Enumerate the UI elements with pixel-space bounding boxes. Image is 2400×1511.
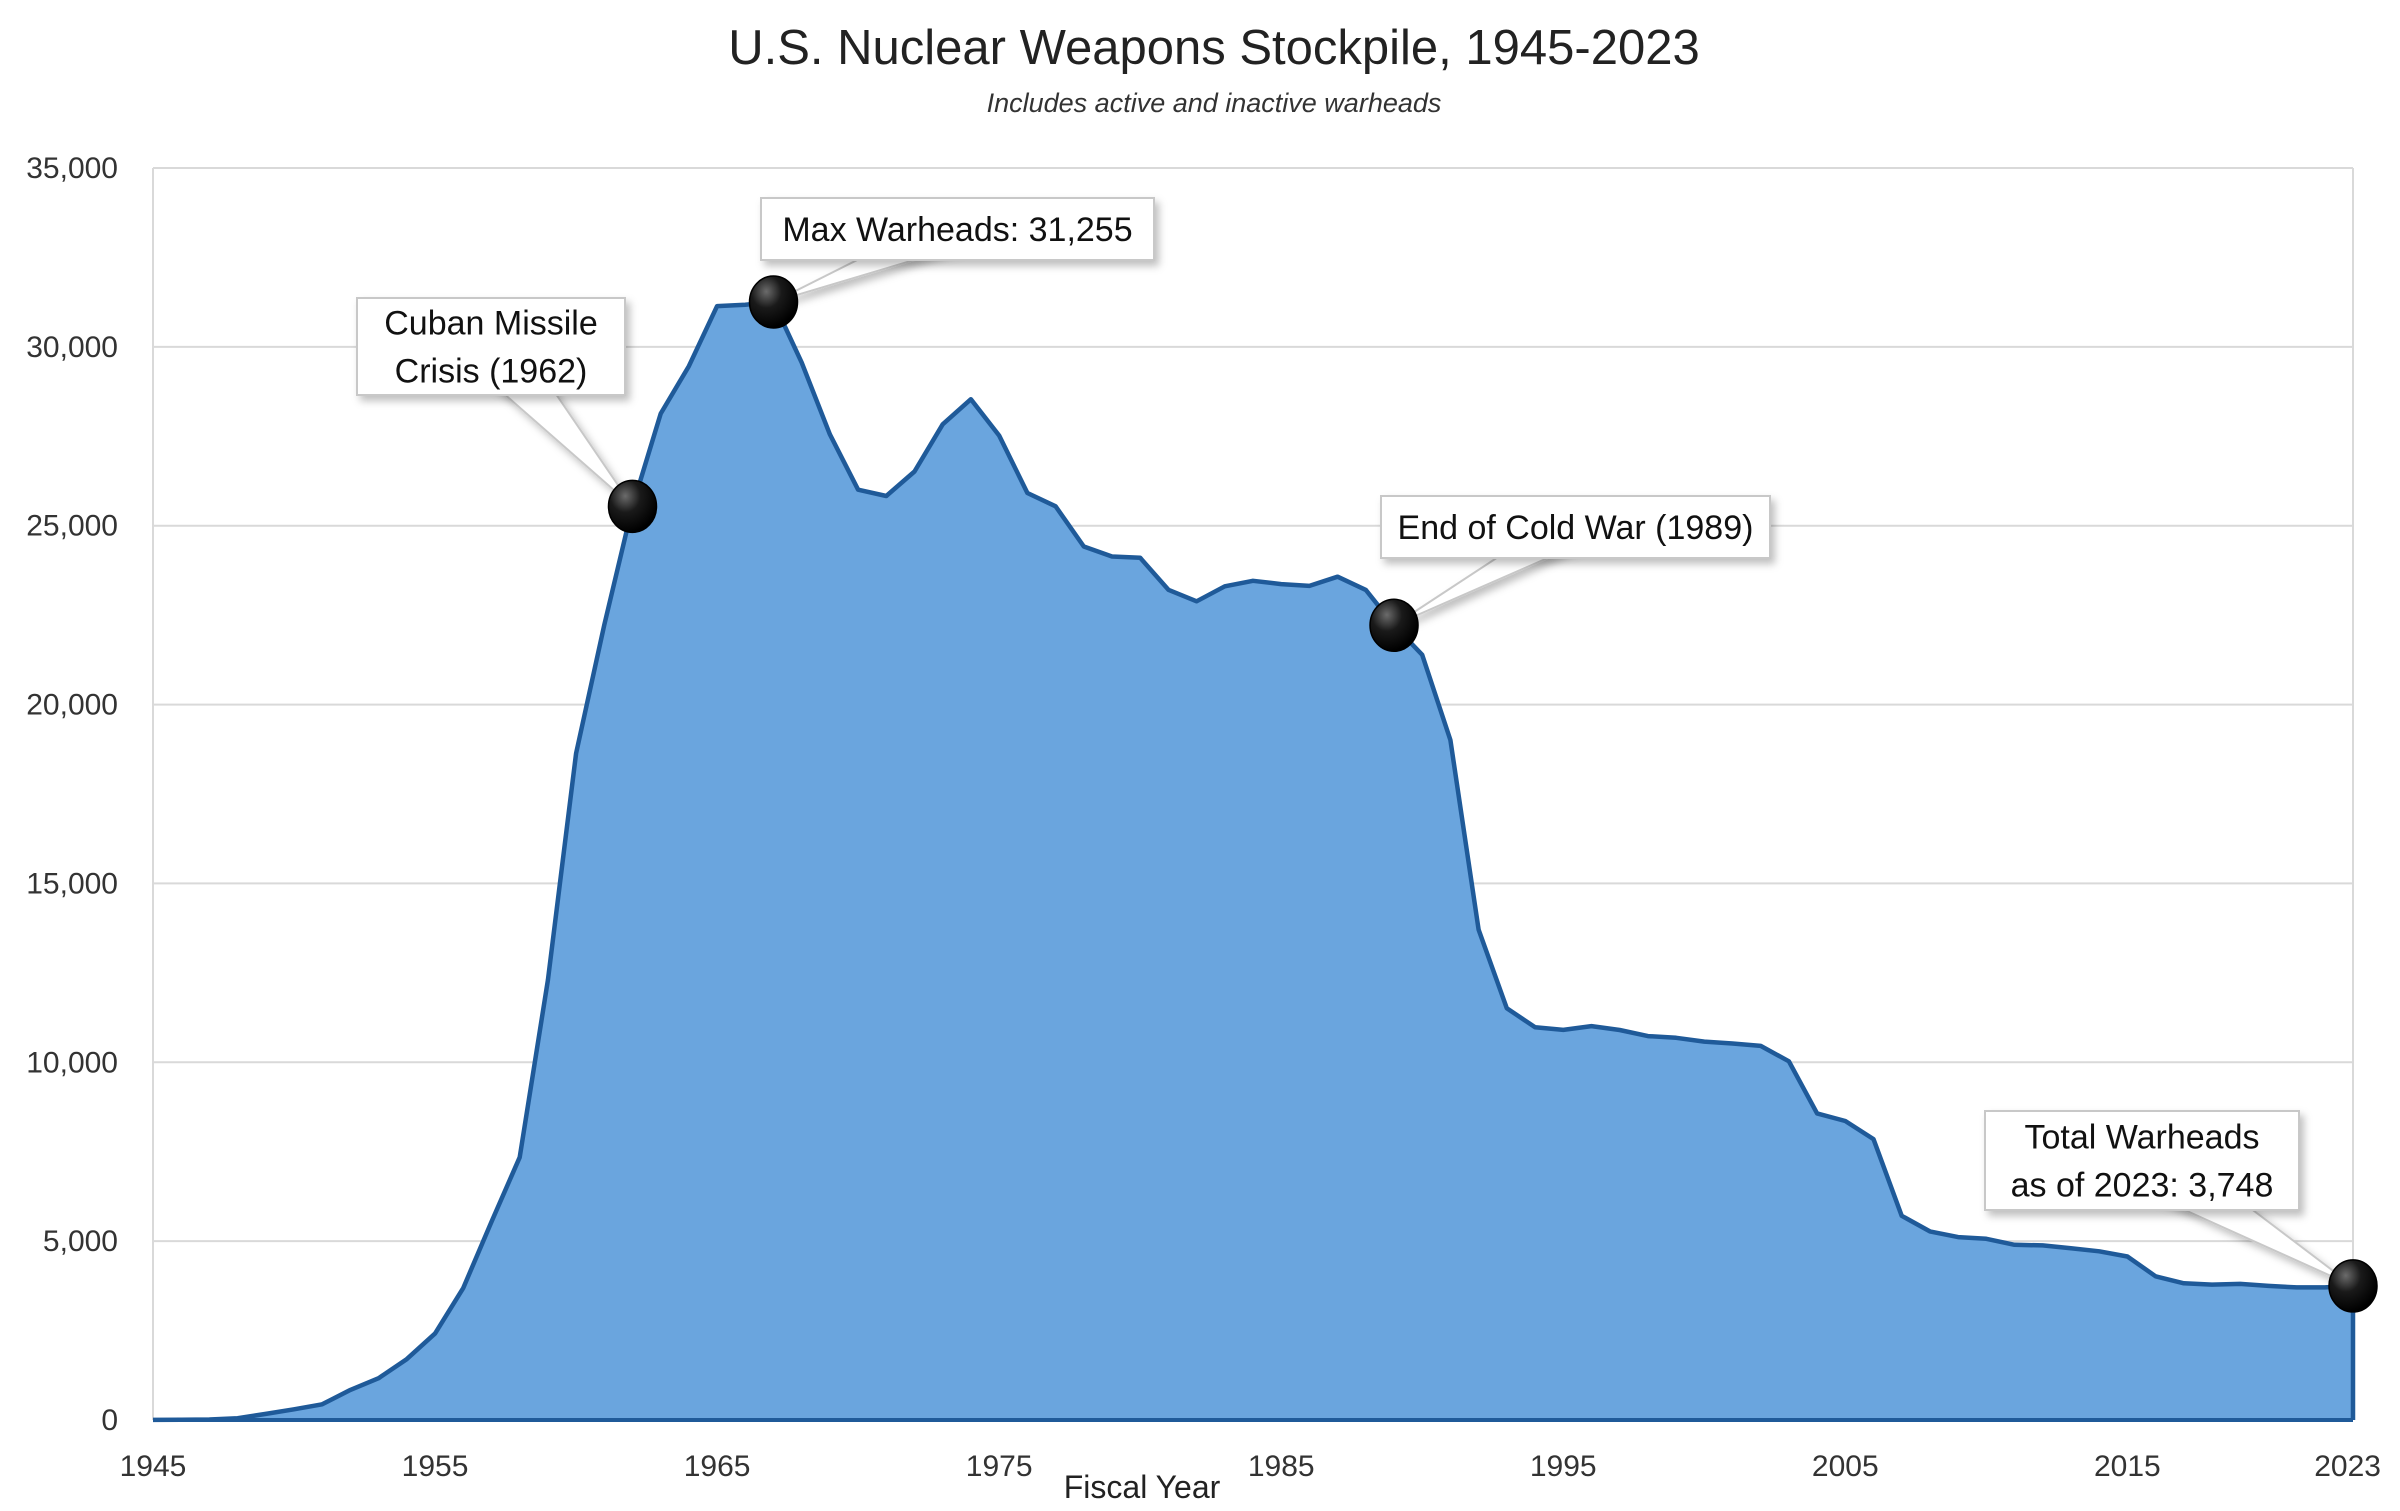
chart-title: U.S. Nuclear Weapons Stockpile, 1945-202… (728, 21, 1699, 75)
y-tick-label: 30,000 (26, 331, 118, 364)
callout-text: Cuban Missile (384, 305, 598, 343)
x-axis-ticks: 1945 1955 1965 1975 1985 1995 2005 2015 2023 (120, 1450, 2381, 1483)
stockpile-area-fill (153, 302, 2353, 1420)
x-tick-label: 2023 (2314, 1450, 2381, 1483)
y-axis-ticks: 0 5,000 10,000 15,000 20,000 25,000 30,000 35,0… (26, 152, 118, 1437)
annotation-marker (2328, 1259, 2378, 1313)
y-tick-label: 5,000 (43, 1225, 118, 1258)
callout-box-fill (1987, 1113, 2297, 1208)
plot-area (152, 299, 2356, 1423)
annotations: Cuban Missile Crisis (1962) Max Warheads: … (356, 197, 2378, 1313)
annotation-total-warheads-2023: Total Warheads as of 2023: 3,748 (1984, 1110, 2378, 1313)
callout-text: Crisis (1962) (395, 353, 588, 391)
x-tick-label: 1985 (1248, 1450, 1315, 1483)
callout-text: as of 2023: 3,748 (2011, 1167, 2274, 1205)
x-axis-label: Fiscal Year (1064, 1469, 1221, 1505)
x-tick-label: 2015 (2094, 1450, 2161, 1483)
callout-box-fill (763, 200, 1152, 258)
y-tick-label: 0 (101, 1404, 118, 1437)
y-tick-label: 25,000 (26, 510, 118, 543)
callout-box-fill (1383, 498, 1768, 556)
x-tick-label: 1975 (966, 1450, 1033, 1483)
annotation-max-warheads: Max Warheads: 31,255 (748, 197, 1155, 329)
y-tick-label: 20,000 (26, 689, 118, 722)
y-tick-label: 10,000 (26, 1046, 118, 1079)
annotation-marker (607, 479, 658, 534)
chart-subtitle: Includes active and inactive warheads (987, 88, 1442, 118)
stockpile-series-line (152, 299, 2356, 1423)
x-tick-label: 1965 (684, 1450, 751, 1483)
callout-text: End of Cold War (1989) (1398, 509, 1754, 547)
callout-box-fill (359, 300, 623, 393)
x-tick-label: 2005 (1812, 1450, 1879, 1483)
callout-text: Max Warheads: 31,255 (782, 211, 1132, 249)
callout-text: Total Warheads (2025, 1119, 2260, 1157)
x-tick-label: 1945 (120, 1450, 187, 1483)
annotation-end-of-cold-war: End of Cold War (1989) (1369, 495, 1771, 653)
annotation-cuban-missile-crisis: Cuban Missile Crisis (1962) (356, 297, 658, 534)
annotation-marker (1369, 598, 1419, 653)
x-tick-label: 1995 (1530, 1450, 1597, 1483)
y-tick-label: 15,000 (26, 867, 118, 900)
y-tick-label: 35,000 (26, 152, 118, 185)
x-tick-label: 1955 (402, 1450, 469, 1483)
annotation-marker (748, 275, 799, 329)
